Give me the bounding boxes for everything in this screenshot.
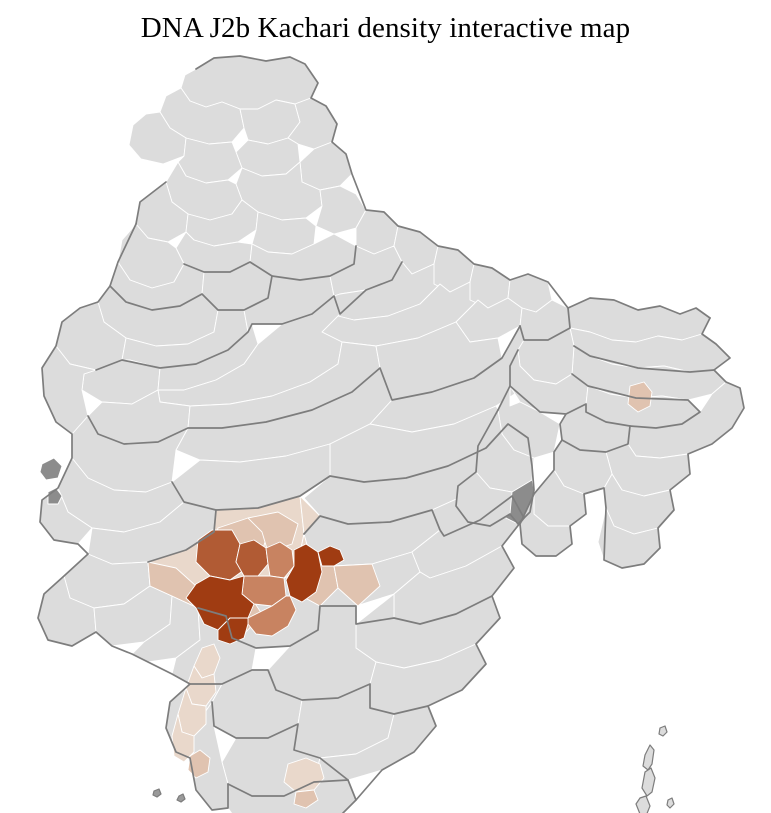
lakshadweep-island[interactable]	[176, 793, 186, 803]
state-border	[519, 317, 745, 569]
highlight-district[interactable]	[188, 750, 210, 778]
state-border	[519, 307, 571, 341]
nicobar-island[interactable]	[658, 725, 668, 737]
nicobar-island[interactable]	[666, 797, 675, 809]
islands-layer	[152, 725, 675, 813]
northeast-layer	[498, 298, 744, 568]
state-border	[211, 701, 357, 801]
highlight-district[interactable]	[294, 790, 318, 808]
highlight-district[interactable]	[628, 382, 652, 412]
state-border	[197, 595, 493, 649]
district-base[interactable]	[181, 56, 318, 109]
highlight-district[interactable]	[248, 596, 296, 636]
no-data-district[interactable]	[40, 458, 62, 480]
highlight-layer	[148, 382, 652, 808]
district-base[interactable]	[129, 112, 186, 164]
state-border	[303, 495, 525, 813]
page-title: DNA J2b Kachari density interactive map	[140, 12, 631, 44]
state-boundaries-layer	[37, 55, 745, 813]
state-border	[189, 669, 429, 715]
state-border	[195, 55, 711, 319]
state-border	[227, 779, 349, 797]
state-border	[573, 345, 715, 373]
highlight-district[interactable]	[284, 758, 324, 792]
state-border	[147, 509, 217, 563]
state-border	[571, 373, 701, 429]
state-border	[109, 275, 273, 311]
highlight-district[interactable]	[334, 564, 380, 606]
state-border	[497, 349, 519, 411]
map-svg[interactable]	[0, 52, 771, 813]
highlight-district[interactable]	[248, 512, 298, 552]
lakshadweep-island[interactable]	[152, 788, 162, 798]
district-base[interactable]	[300, 142, 352, 190]
state-border	[135, 181, 167, 225]
highlight-district[interactable]	[218, 618, 248, 644]
state-border	[87, 325, 521, 445]
state-border	[171, 409, 535, 527]
andaman-island[interactable]	[635, 795, 651, 813]
india-choropleth-map[interactable]	[0, 52, 771, 813]
highlight-district[interactable]	[286, 544, 322, 602]
highlight-district[interactable]	[266, 542, 294, 578]
state-border	[37, 223, 229, 811]
andaman-island[interactable]	[642, 744, 655, 771]
highlight-district[interactable]	[318, 546, 344, 566]
andaman-island[interactable]	[641, 767, 656, 797]
state-border	[95, 261, 403, 371]
